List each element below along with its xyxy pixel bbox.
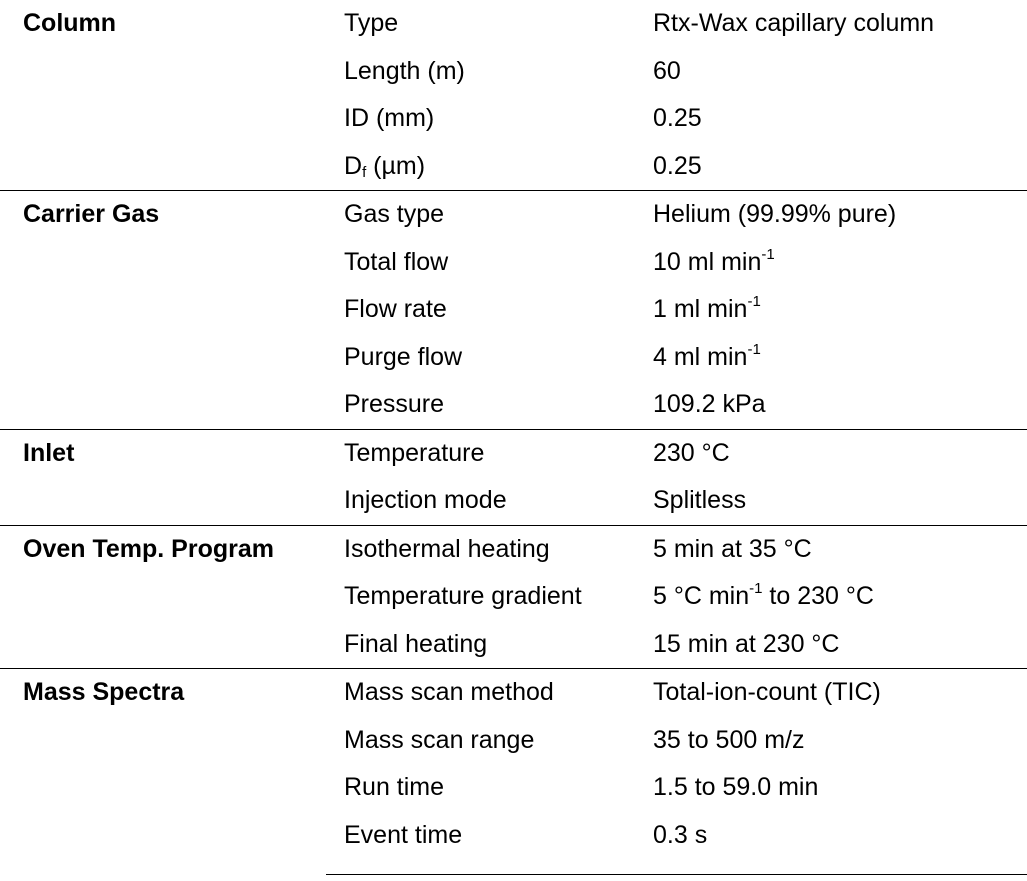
parameter-label: Isothermal heating <box>344 534 550 563</box>
table-row: Df (µm) 0.25 <box>0 143 1027 191</box>
table-row: Carrier Gas Gas type Helium (99.99% pure… <box>0 191 1027 239</box>
gc-ms-parameters-table: Column Type Rtx-Wax capillary column Len… <box>0 0 1027 859</box>
parameter-value-main: 10 ml min <box>653 247 762 276</box>
parameter-value: 5 min at 35 °C <box>653 534 812 563</box>
parameter-value-superscript: -1 <box>747 293 761 310</box>
parameter-value: 35 to 500 m/z <box>653 725 805 754</box>
parameter-label: Run time <box>344 773 445 801</box>
parameter-value: Total-ion-count (TIC) <box>653 678 881 706</box>
parameter-value: 10 ml min-1 <box>653 239 775 287</box>
table-row: Run time 1.5 to 59.0 min <box>0 764 1027 812</box>
table-row: Mass scan range 35 to 500 m/z <box>0 717 1027 765</box>
parameter-label: Temperature <box>344 438 485 467</box>
table-row: Total flow 10 ml min-1 <box>0 239 1027 287</box>
table-row: Purge flow 4 ml min-1 <box>0 334 1027 382</box>
parameter-label: Type <box>344 9 399 37</box>
parameter-label: Mass scan range <box>344 725 535 754</box>
parameter-label: Purge flow <box>344 342 463 371</box>
parameter-value-superscript: -1 <box>761 245 775 263</box>
parameter-label: Final heating <box>344 629 488 658</box>
table-row: Inlet Temperature 230 °C <box>0 430 1027 478</box>
section-title: Carrier Gas <box>23 200 160 228</box>
parameter-value: Helium (99.99% pure) <box>653 200 897 228</box>
parameter-value: 230 °C <box>653 438 730 467</box>
parameter-label: Pressure <box>344 390 445 418</box>
parameter-value: 1 ml min-1 <box>653 286 761 334</box>
parameter-value-rest: to 230 °C <box>762 582 874 610</box>
table-bottom-rule <box>326 874 1027 875</box>
section-title: Mass Spectra <box>23 678 185 706</box>
parameter-value: 1.5 to 59.0 min <box>653 773 819 801</box>
table-row: ID (mm) 0.25 <box>0 95 1027 143</box>
table-row: Column Type Rtx-Wax capillary column <box>0 0 1027 48</box>
table-row: Length (m) 60 <box>0 48 1027 96</box>
parameter-value-main: 5 °C min <box>653 582 750 610</box>
parameter-value: 4 ml min-1 <box>653 334 761 382</box>
parameter-value: 15 min at 230 °C <box>653 629 840 658</box>
section-title: Column <box>23 9 117 37</box>
section-carrier-gas: Carrier Gas Gas type Helium (99.99% pure… <box>0 190 1027 429</box>
parameter-value-superscript: -1 <box>749 580 763 597</box>
parameter-value: 60 <box>653 56 681 85</box>
parameter-value-main: 1 ml min <box>653 295 748 323</box>
table-row: Pressure 109.2 kPa <box>0 381 1027 429</box>
table-row: Final heating 15 min at 230 °C <box>0 621 1027 669</box>
parameter-label: Df (µm) <box>344 143 425 191</box>
parameter-value-main: 4 ml min <box>653 342 748 371</box>
parameter-label: Event time <box>344 820 463 849</box>
parameter-label-subscript: f <box>362 163 367 181</box>
parameter-value: 0.3 s <box>653 820 708 849</box>
table-row: Mass Spectra Mass scan method Total-ion-… <box>0 669 1027 717</box>
parameter-value: 0.25 <box>653 104 702 132</box>
table-row: Temperature gradient 5 °C min-1 to 230 °… <box>0 573 1027 621</box>
parameter-value: Splitless <box>653 486 747 514</box>
parameter-label: ID (mm) <box>344 104 435 132</box>
parameter-value: 5 °C min-1 to 230 °C <box>653 573 874 621</box>
section-title: Inlet <box>23 438 75 467</box>
section-column: Column Type Rtx-Wax capillary column Len… <box>0 0 1027 190</box>
parameter-label: Temperature gradient <box>344 582 582 610</box>
parameter-label: Gas type <box>344 200 445 228</box>
section-oven-temp-program: Oven Temp. Program Isothermal heating 5 … <box>0 524 1027 669</box>
table-row: Oven Temp. Program Isothermal heating 5 … <box>0 526 1027 574</box>
parameter-label: Mass scan method <box>344 678 554 706</box>
parameter-value: Rtx-Wax capillary column <box>653 9 935 37</box>
parameter-label: Injection mode <box>344 486 507 514</box>
parameter-label: Flow rate <box>344 295 447 323</box>
parameter-label: Total flow <box>344 247 449 276</box>
parameter-label: Length (m) <box>344 56 465 85</box>
table-row: Flow rate 1 ml min-1 <box>0 286 1027 334</box>
section-inlet: Inlet Temperature 230 °C Injection mode … <box>0 428 1027 525</box>
table-row: Event time 0.3 s <box>0 812 1027 860</box>
section-mass-spectra: Mass Spectra Mass scan method Total-ion-… <box>0 668 1027 859</box>
parameter-value-superscript: -1 <box>747 340 761 358</box>
parameter-label-rest: (µm) <box>366 151 426 180</box>
parameter-value: 0.25 <box>653 151 702 180</box>
parameter-label-main: D <box>344 151 363 180</box>
section-title: Oven Temp. Program <box>23 534 274 563</box>
table-row: Injection mode Splitless <box>0 477 1027 525</box>
parameter-value: 109.2 kPa <box>653 390 766 418</box>
